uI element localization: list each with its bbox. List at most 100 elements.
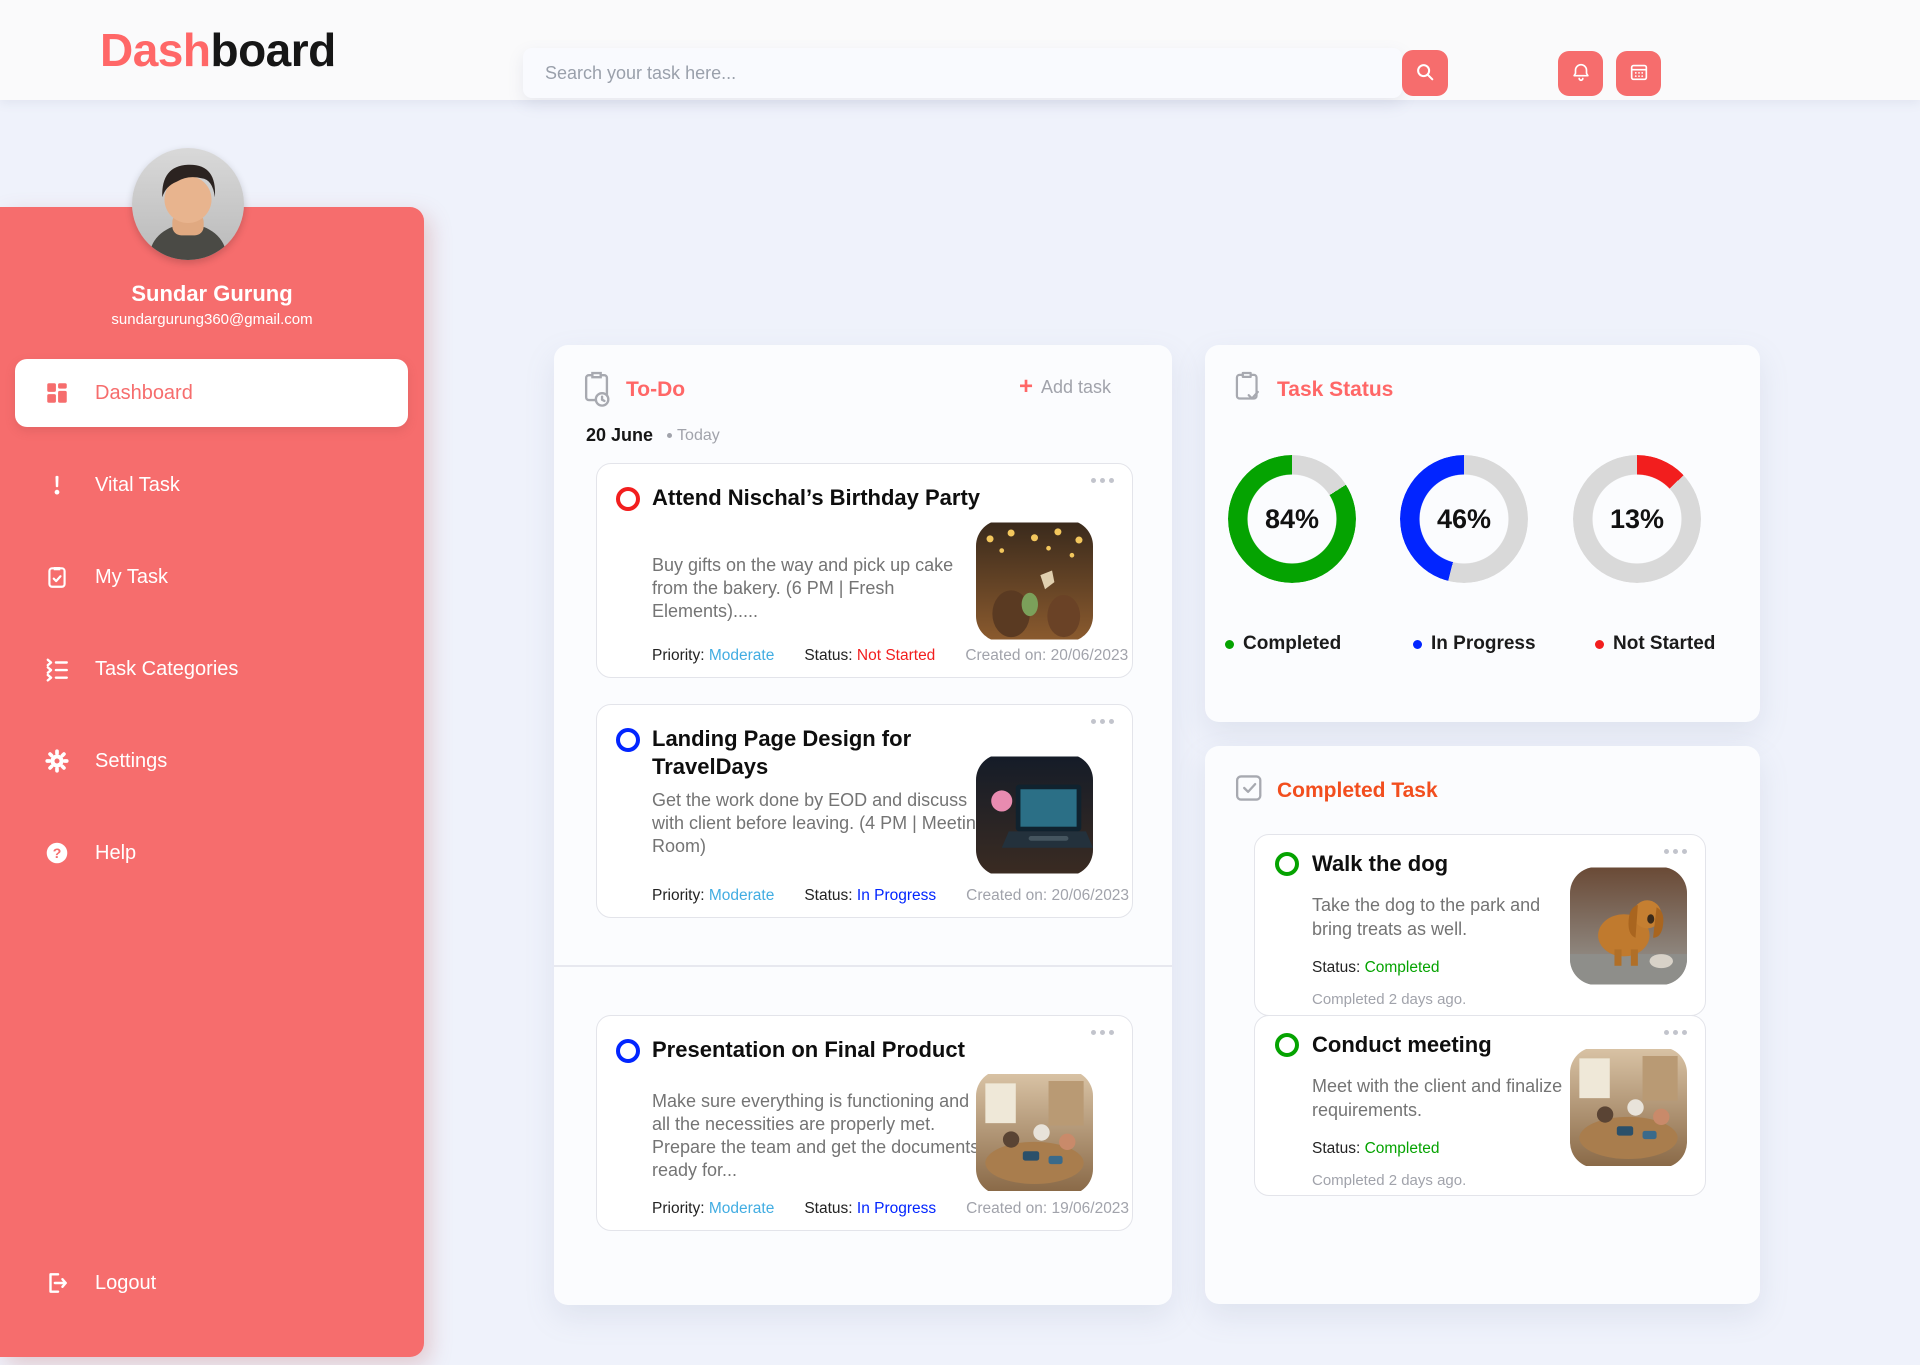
sidebar-item-task-categories[interactable]: Task Categories: [15, 641, 408, 697]
sidebar-item-label: Task Categories: [95, 657, 239, 680]
card-menu-button[interactable]: [1664, 1030, 1687, 1035]
sidebar-item-label: Logout: [95, 1271, 157, 1294]
task-title: Conduct meeting: [1312, 1032, 1492, 1057]
square-check-icon: [1233, 770, 1267, 808]
svg-text:?: ?: [53, 845, 62, 861]
app-logo: Dashboard: [100, 23, 336, 77]
clipboard-check-icon: [1233, 369, 1267, 407]
priority-value: Moderate: [708, 887, 775, 904]
task-title: Landing Page Design for TravelDays: [652, 726, 912, 779]
sidebar: Sundar Gurung sundargurung360@gmail.com …: [0, 207, 424, 1357]
task-title: Walk the dog: [1312, 851, 1449, 876]
task-description: Make sure everything is functioning and …: [652, 1091, 980, 1180]
plus-icon: +: [1019, 373, 1034, 400]
donut-in-progress: 46%: [1400, 455, 1528, 583]
sidebar-item-vital-task[interactable]: Vital Task: [15, 457, 408, 513]
task-card[interactable]: Attend Nischal’s Birthday Party Buy gift…: [596, 463, 1133, 678]
donut-percent-label: 84%: [1264, 503, 1320, 534]
task-description: Take the dog to the park and bring treat…: [1312, 895, 1541, 939]
task-status-line: Status: Completed: [1312, 959, 1440, 977]
status-value: In Progress: [856, 1200, 937, 1217]
search-icon: [1414, 61, 1436, 86]
search-button[interactable]: [1402, 50, 1448, 96]
created-on: Created on: 19/06/2023: [966, 1200, 1130, 1217]
task-description: Get the work done by EOD and discuss wit…: [652, 790, 986, 856]
clipboard-clock-icon: [582, 369, 616, 407]
legend-completed: Completed: [1225, 633, 1341, 655]
legend-label: Not Started: [1613, 633, 1716, 654]
legend-not-started: Not Started: [1595, 633, 1715, 655]
card-menu-button[interactable]: [1091, 719, 1114, 724]
task-card[interactable]: Presentation on Final Product Make sure …: [596, 1015, 1133, 1231]
donut-not-started: 13%: [1573, 455, 1701, 583]
exclamation-icon: [43, 471, 71, 499]
user-name: Sundar Gurung: [131, 281, 293, 306]
top-header: Dashboard: [0, 0, 1920, 100]
card-menu-button[interactable]: [1091, 478, 1114, 483]
calendar-button[interactable]: [1616, 51, 1661, 96]
card-menu-button[interactable]: [1091, 1030, 1114, 1035]
sidebar-item-label: Dashboard: [95, 381, 193, 404]
logo-part-1: Dash: [100, 24, 211, 76]
notifications-button[interactable]: [1558, 51, 1603, 96]
created-on: Created on: 20/06/2023: [966, 887, 1130, 904]
laptop-photo: [976, 754, 1093, 876]
created-on: Created on: 20/06/2023: [965, 647, 1129, 664]
completed-ago: Completed 2 days ago.: [1312, 1172, 1467, 1189]
status-ring-icon: [1275, 1033, 1299, 1057]
gear-icon: [43, 747, 71, 775]
status-label: Status:: [804, 1200, 853, 1217]
legend-label: In Progress: [1431, 633, 1536, 654]
priority-value: Moderate: [708, 1200, 775, 1217]
task-status-line: Status: Completed: [1312, 1140, 1440, 1158]
legend-label: Completed: [1243, 633, 1342, 654]
sidebar-item-label: Vital Task: [95, 473, 180, 496]
grid-icon: [43, 379, 71, 407]
status-ring-icon: [616, 728, 640, 752]
sidebar-item-dashboard[interactable]: Dashboard: [15, 359, 408, 427]
status-label: Status:: [1312, 959, 1361, 976]
add-task-button[interactable]: + Add task: [1019, 373, 1112, 400]
date-label: 20 June: [586, 425, 654, 445]
clipboard-check-icon: [43, 563, 71, 591]
task-description: Buy gifts on the way and pick up cake fr…: [652, 555, 954, 621]
task-meta: Priority: Moderate Status: In Progress C…: [652, 887, 1129, 905]
question-circle-icon: ?: [43, 839, 71, 867]
completed-task-card[interactable]: Walk the dog Take the dog to the park an…: [1254, 834, 1706, 1016]
donut-percent-label: 46%: [1436, 503, 1492, 534]
sidebar-item-my-task[interactable]: My Task: [15, 549, 408, 605]
bell-icon: [1570, 61, 1592, 86]
meeting-photo: [976, 1070, 1093, 1195]
date-row: 20 June Today: [586, 425, 720, 446]
completed-task-card[interactable]: Conduct meeting Meet with the client and…: [1254, 1015, 1706, 1196]
status-label: Status:: [1312, 1140, 1361, 1157]
priority-label: Priority:: [652, 887, 705, 904]
priority-label: Priority:: [652, 1200, 705, 1217]
task-meta: Priority: Moderate Status: In Progress C…: [652, 1200, 1129, 1218]
sidebar-item-help[interactable]: ? Help: [15, 825, 408, 881]
donut-percent-label: 13%: [1609, 503, 1665, 534]
user-avatar[interactable]: [132, 148, 244, 260]
dot-icon: [667, 433, 673, 438]
status-label: Status:: [804, 647, 853, 664]
legend-in-progress: In Progress: [1413, 633, 1536, 655]
legend-dot-icon: [1595, 639, 1604, 649]
search-input[interactable]: [523, 48, 1402, 98]
sidebar-item-label: Help: [95, 841, 137, 864]
card-menu-button[interactable]: [1664, 849, 1687, 854]
status-ring-icon: [616, 1039, 640, 1063]
logo-part-2: board: [210, 24, 336, 76]
legend-dot-icon: [1225, 639, 1234, 649]
completed-ago: Completed 2 days ago.: [1312, 991, 1467, 1008]
add-task-label: Add task: [1041, 376, 1112, 397]
user-email: sundargurung360@gmail.com: [111, 311, 313, 328]
dog-photo: [1570, 867, 1687, 985]
sidebar-item-logout[interactable]: Logout: [15, 1255, 408, 1311]
task-card[interactable]: Landing Page Design for TravelDays Get t…: [596, 704, 1133, 918]
status-value: Completed: [1364, 959, 1440, 976]
status-ring-icon: [616, 487, 640, 511]
sidebar-item-label: Settings: [95, 749, 168, 772]
status-ring-icon: [1275, 852, 1299, 876]
sidebar-item-settings[interactable]: Settings: [15, 733, 408, 789]
